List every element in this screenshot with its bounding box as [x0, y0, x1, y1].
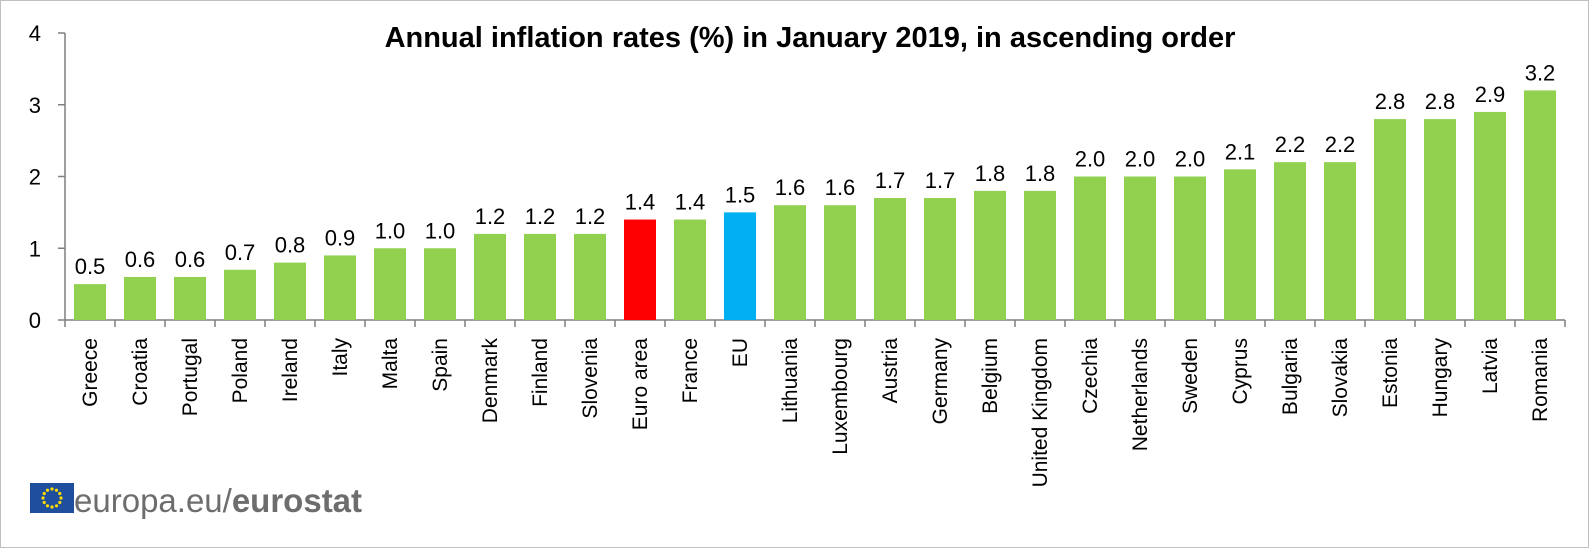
data-label: 2.0: [1175, 147, 1206, 172]
category-label: Malta: [379, 338, 402, 390]
category-label: Finland: [529, 338, 552, 407]
category-label: United Kingdom: [1029, 338, 1052, 487]
bar: [674, 219, 706, 320]
data-label: 1.7: [875, 168, 906, 193]
bar: [1474, 111, 1506, 320]
category-label: EU: [729, 338, 752, 367]
logo-brand-text: eurostat: [231, 482, 363, 519]
bar: [224, 269, 256, 320]
bar: [824, 205, 856, 320]
data-label: 3.2: [1525, 60, 1556, 85]
data-label: 1.2: [575, 204, 606, 229]
y-tick-label: 0: [29, 308, 41, 333]
bar: [474, 233, 506, 320]
data-label: 2.1: [1225, 139, 1256, 164]
data-label: 1.6: [775, 175, 806, 200]
bar: [374, 248, 406, 320]
data-label: 1.8: [975, 161, 1006, 186]
data-label: 1.4: [625, 190, 656, 215]
category-label: Lithuania: [779, 338, 802, 424]
y-tick-label: 3: [29, 93, 41, 118]
data-label: 0.9: [325, 225, 356, 250]
data-label: 1.2: [475, 204, 506, 229]
bar: [574, 233, 606, 320]
data-label: 1.4: [675, 190, 706, 215]
data-label: 2.0: [1125, 147, 1156, 172]
data-label: 2.0: [1075, 147, 1106, 172]
category-label: Cyprus: [1229, 338, 1252, 405]
category-label: France: [679, 338, 702, 403]
category-label: Luxembourg: [829, 338, 852, 455]
category-label: Estonia: [1379, 338, 1402, 408]
category-label: Belgium: [979, 338, 1002, 414]
bar: [1274, 162, 1306, 320]
bar: [1224, 169, 1256, 320]
category-label: Germany: [929, 338, 952, 425]
category-label: Denmark: [479, 338, 502, 424]
category-label: Poland: [229, 338, 252, 403]
category-label: Bulgaria: [1279, 338, 1302, 415]
category-label: Italy: [329, 338, 352, 377]
category-label: Portugal: [179, 338, 202, 416]
bar: [724, 212, 756, 320]
y-tick-label: 4: [29, 21, 41, 46]
category-label: Latvia: [1479, 338, 1502, 394]
bar: [974, 190, 1006, 320]
category-label: Netherlands: [1129, 338, 1152, 451]
bar: [1324, 162, 1356, 320]
data-label: 0.6: [125, 247, 156, 272]
data-label: 2.8: [1375, 89, 1406, 114]
eurostat-logo: ec.europa.eu/eurostat: [30, 482, 368, 519]
data-label: 1.0: [425, 218, 456, 243]
bar: [324, 255, 356, 320]
category-label: Austria: [879, 338, 902, 404]
category-label: Sweden: [1179, 338, 1202, 414]
category-label: Slovakia: [1329, 338, 1352, 418]
bar: [1124, 176, 1156, 320]
bar: [1174, 176, 1206, 320]
data-label: 1.2: [525, 204, 556, 229]
category-label: Czechia: [1079, 338, 1102, 414]
category-label: Hungary: [1429, 338, 1452, 418]
bar: [1524, 90, 1556, 321]
bar: [524, 233, 556, 320]
y-tick-label: 1: [29, 236, 41, 261]
data-label: 2.8: [1425, 89, 1456, 114]
bar: [624, 219, 656, 320]
bar: [424, 248, 456, 320]
bar: [1424, 119, 1456, 320]
data-label: 1.5: [725, 182, 756, 207]
bar: [774, 205, 806, 320]
data-label: 1.8: [1025, 161, 1056, 186]
category-label: Spain: [429, 338, 452, 392]
data-label: 2.2: [1275, 132, 1306, 157]
category-label: Slovenia: [579, 338, 602, 419]
bar: [274, 262, 306, 320]
category-label: Croatia: [129, 338, 152, 406]
bar: [874, 198, 906, 320]
bar: [1074, 176, 1106, 320]
data-label: 0.6: [175, 247, 206, 272]
chart-title: Annual inflation rates (%) in January 20…: [384, 22, 1236, 54]
bar: [174, 276, 206, 320]
data-label: 2.2: [1325, 132, 1356, 157]
category-label: Romania: [1529, 338, 1552, 422]
data-label: 1.0: [375, 218, 406, 243]
data-label: 0.5: [75, 254, 106, 279]
bar: [1024, 190, 1056, 320]
data-label: 1.6: [825, 175, 856, 200]
bar: [924, 198, 956, 320]
bar: [124, 276, 156, 320]
data-label: 1.7: [925, 168, 956, 193]
bar: [1374, 119, 1406, 320]
data-label: 0.8: [275, 233, 306, 258]
category-label: Greece: [79, 338, 102, 407]
category-label: Euro area: [629, 338, 652, 431]
data-label: 2.9: [1475, 82, 1506, 107]
data-label: 0.7: [225, 240, 256, 265]
y-tick-label: 2: [29, 165, 41, 190]
bar: [74, 284, 106, 320]
category-label: Ireland: [279, 338, 302, 402]
